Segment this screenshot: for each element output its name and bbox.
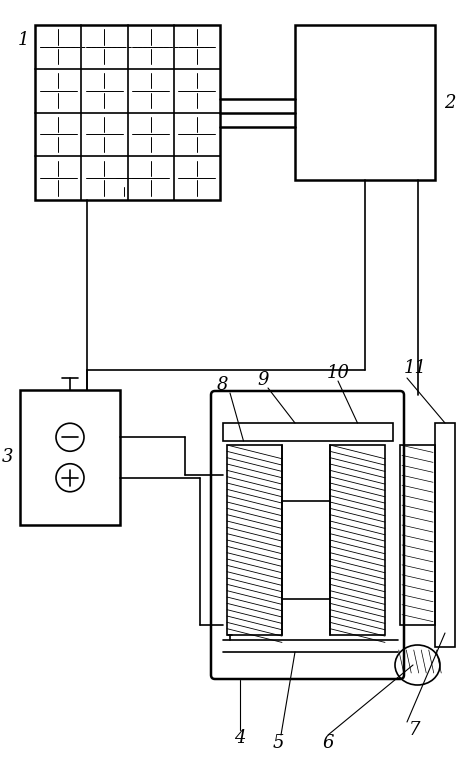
Bar [400,445,435,624]
Text: 2: 2 [444,93,456,112]
Text: 6: 6 [322,734,334,752]
Text: 3: 3 [2,449,14,466]
Bar [223,423,393,441]
Bar [435,423,455,647]
Text: 9: 9 [257,371,269,389]
Text: 5: 5 [272,734,284,752]
Bar [35,25,220,200]
Bar [330,445,385,635]
Text: 4: 4 [234,729,246,747]
Text: 1: 1 [17,31,29,49]
Text: 11: 11 [404,359,426,377]
Text: 10: 10 [327,364,350,382]
Text: 7: 7 [409,721,421,739]
Text: 8: 8 [216,376,228,394]
Bar [295,25,435,180]
Bar [20,390,120,525]
Bar [227,445,282,635]
Bar [282,502,330,600]
